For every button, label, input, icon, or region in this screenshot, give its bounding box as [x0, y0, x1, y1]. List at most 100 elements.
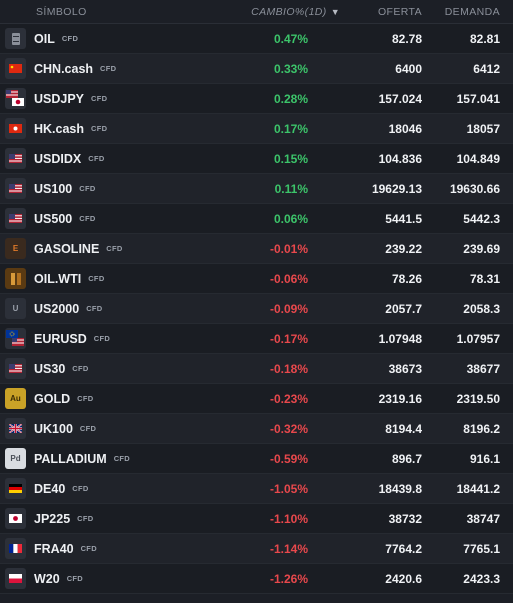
table-row[interactable]: OIL.WTI CFD -0.06% 78.26 78.31 [0, 264, 513, 294]
bid-price[interactable]: 8194.4 [385, 421, 422, 436]
us2000-icon: U [5, 298, 26, 319]
instrument-type-badge: CFD [91, 124, 108, 133]
bid-price[interactable]: 1.07948 [378, 331, 422, 346]
ask-price[interactable]: 7765.1 [463, 541, 500, 556]
table-row[interactable]: DE40 CFD -1.05% 18439.8 18441.2 [0, 474, 513, 504]
column-header-ask[interactable]: DEMANDA [444, 5, 500, 18]
table-row[interactable]: US500 CFD 0.06% 5441.5 5442.3 [0, 204, 513, 234]
ask-price[interactable]: 19630.66 [449, 181, 500, 196]
column-header-change-label: CAMBIO%(1D) [251, 5, 327, 18]
column-header-change[interactable]: CAMBIO%(1D) ▼ [240, 6, 340, 18]
symbol-name: DE40 [34, 481, 66, 496]
ask-price[interactable]: 18441.2 [456, 481, 500, 496]
uk-flag-icon [5, 418, 26, 439]
gasoline-icon: E [5, 238, 26, 259]
bid-price[interactable]: 7764.2 [385, 541, 422, 556]
instrument-type-badge: CFD [77, 394, 94, 403]
symbol-name: GASOLINE [34, 241, 100, 256]
symbol-name: USDIDX [34, 151, 82, 166]
instrument-type-badge: CFD [88, 154, 105, 163]
symbol-name: OIL.WTI [34, 271, 82, 286]
instrument-type-badge: CFD [72, 364, 89, 373]
table-row[interactable]: USDJPY CFD 0.28% 157.024 157.041 [0, 84, 513, 114]
ask-price[interactable]: 6412 [473, 61, 500, 76]
instrument-type-badge: CFD [113, 454, 131, 463]
palladium-icon: Pd [5, 448, 26, 469]
ask-price[interactable]: 2058.3 [463, 301, 500, 316]
change-percent: 0.06% [273, 211, 308, 226]
ask-price[interactable]: 5442.3 [463, 211, 500, 226]
instrument-type-badge: CFD [77, 514, 94, 523]
ask-price[interactable]: 104.849 [456, 151, 500, 166]
symbol-name: CHN.cash [34, 61, 94, 76]
column-header-symbol[interactable]: SÍMBOLO [36, 5, 87, 18]
bid-price[interactable]: 19629.13 [371, 181, 422, 196]
us-flag-icon [5, 178, 26, 199]
table-row[interactable]: E GASOLINE CFD -0.01% 239.22 239.69 [0, 234, 513, 264]
table-header: SÍMBOLO CAMBIO%(1D) ▼ OFERTA DEMANDA [0, 0, 513, 24]
change-percent: -1.10% [269, 511, 308, 526]
bid-price[interactable]: 2420.6 [385, 571, 422, 586]
sort-descending-icon[interactable]: ▼ [330, 6, 340, 17]
table-row[interactable]: OIL CFD 0.47% 82.78 82.81 [0, 24, 513, 54]
change-percent: -1.05% [269, 481, 308, 496]
table-row[interactable]: U US2000 CFD -0.09% 2057.7 2058.3 [0, 294, 513, 324]
ask-price[interactable]: 916.1 [469, 451, 500, 466]
symbol-name: EURUSD [34, 331, 87, 346]
ask-price[interactable]: 1.07957 [456, 331, 500, 346]
bid-price[interactable]: 38673 [388, 361, 422, 376]
symbol-name: UK100 [34, 421, 73, 436]
bid-price[interactable]: 104.836 [378, 151, 422, 166]
ask-price[interactable]: 239.69 [463, 241, 500, 256]
instrument-type-badge: CFD [79, 184, 96, 193]
hong-kong-flag-icon [5, 118, 26, 139]
ask-price[interactable]: 157.041 [456, 91, 500, 106]
instrument-type-badge: CFD [66, 574, 84, 583]
ask-price[interactable]: 2319.50 [456, 391, 500, 406]
table-row[interactable]: US30 CFD -0.18% 38673 38677 [0, 354, 513, 384]
japan-flag-icon [5, 508, 26, 529]
bid-price[interactable]: 18439.8 [378, 481, 422, 496]
bid-price[interactable]: 896.7 [391, 451, 422, 466]
symbol-name: US2000 [34, 301, 80, 316]
bid-price[interactable]: 38732 [388, 511, 422, 526]
eur-usd-flags-icon [5, 328, 26, 349]
instrument-type-badge: CFD [88, 274, 105, 283]
ask-price[interactable]: 18057 [466, 121, 500, 136]
bid-price[interactable]: 82.78 [391, 31, 422, 46]
change-percent: -1.14% [269, 541, 308, 556]
symbol-name: W20 [34, 571, 60, 586]
change-percent: -0.09% [269, 301, 308, 316]
usd-jpy-flags-icon [5, 88, 26, 109]
bid-price[interactable]: 239.22 [385, 241, 422, 256]
table-row[interactable]: JP225 CFD -1.10% 38732 38747 [0, 504, 513, 534]
column-header-bid[interactable]: OFERTA [377, 5, 422, 18]
table-row[interactable]: HK.cash CFD 0.17% 18046 18057 [0, 114, 513, 144]
ask-price[interactable]: 38677 [466, 361, 500, 376]
ask-price[interactable]: 78.31 [469, 271, 500, 286]
table-row[interactable]: UK100 CFD -0.32% 8194.4 8196.2 [0, 414, 513, 444]
ask-price[interactable]: 38747 [466, 511, 500, 526]
bid-price[interactable]: 2057.7 [385, 301, 422, 316]
bid-price[interactable]: 2319.16 [378, 391, 422, 406]
instrument-type-badge: CFD [79, 424, 97, 433]
symbol-name: US30 [34, 361, 66, 376]
ask-price[interactable]: 2423.3 [463, 571, 500, 586]
table-row[interactable]: FRA40 CFD -1.14% 7764.2 7765.1 [0, 534, 513, 564]
table-row[interactable]: Pd PALLADIUM CFD -0.59% 896.7 916.1 [0, 444, 513, 474]
bid-price[interactable]: 78.26 [391, 271, 422, 286]
bid-price[interactable]: 5441.5 [385, 211, 422, 226]
ask-price[interactable]: 82.81 [469, 31, 500, 46]
bid-price[interactable]: 18046 [388, 121, 422, 136]
table-row[interactable]: US100 CFD 0.11% 19629.13 19630.66 [0, 174, 513, 204]
change-percent: -1.26% [269, 571, 308, 586]
table-row[interactable]: CHN.cash CFD 0.33% 6400 6412 [0, 54, 513, 84]
table-row[interactable]: W20 CFD -1.26% 2420.6 2423.3 [0, 564, 513, 594]
table-row[interactable]: EURUSD CFD -0.17% 1.07948 1.07957 [0, 324, 513, 354]
table-row[interactable]: Au GOLD CFD -0.23% 2319.16 2319.50 [0, 384, 513, 414]
ask-price[interactable]: 8196.2 [463, 421, 500, 436]
bid-price[interactable]: 6400 [395, 61, 422, 76]
bid-price[interactable]: 157.024 [378, 91, 422, 106]
table-row[interactable]: USDIDX CFD 0.15% 104.836 104.849 [0, 144, 513, 174]
